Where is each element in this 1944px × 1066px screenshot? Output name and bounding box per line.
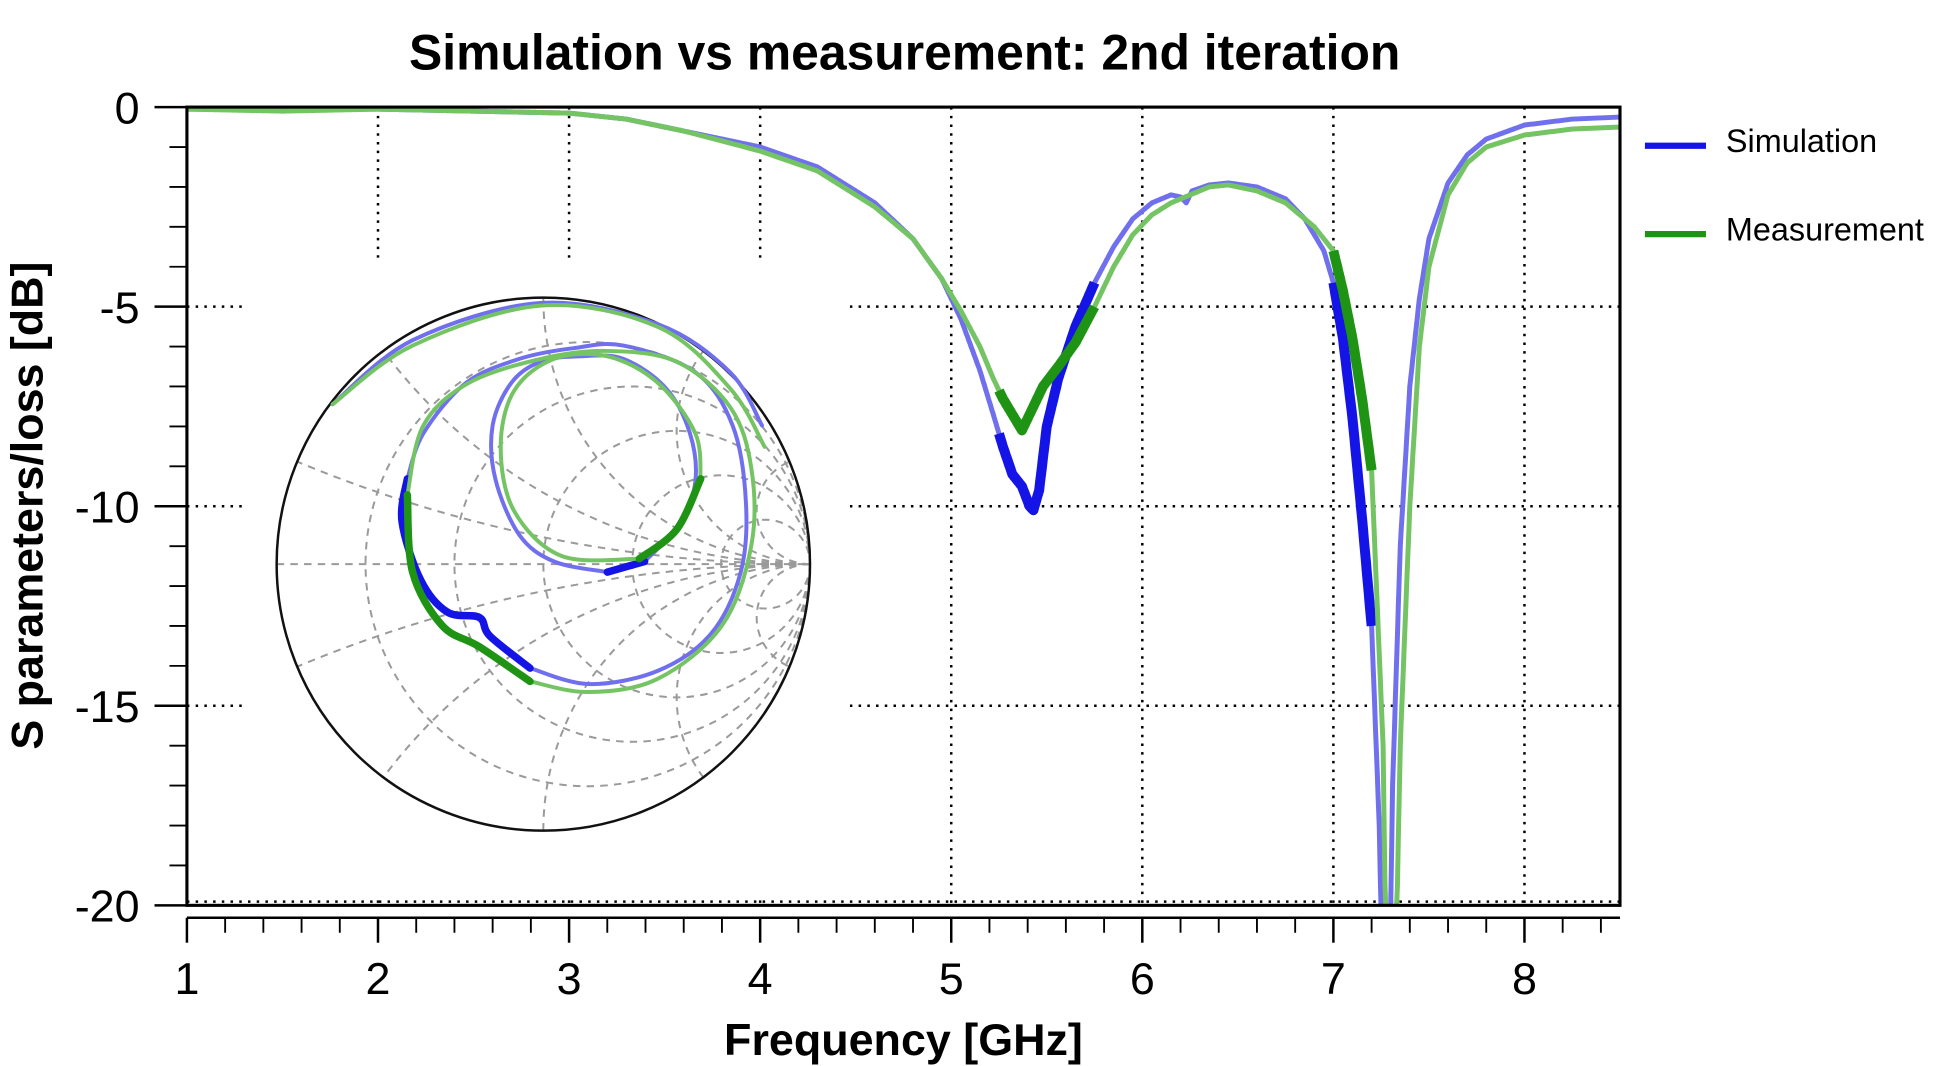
smith-trace-measurement (330, 303, 767, 449)
x-tick-label: 1 (174, 953, 199, 1004)
highlight-segment-measurement (1328, 249, 1377, 472)
smith-reactance-arc (675, 350, 811, 566)
x-tick-label: 8 (1512, 953, 1537, 1004)
y-tick-label: -15 (75, 681, 140, 732)
series-line-measurement (186, 107, 1620, 906)
legend: Simulation Measurement (1644, 123, 1924, 247)
legend-label-measurement: Measurement (1726, 211, 1924, 247)
highlight-segment-simulation (1328, 281, 1377, 627)
smith-reactance-arc (755, 460, 811, 566)
smith-reactance-arc (755, 563, 811, 668)
smith-reactance-arc (542, 563, 811, 831)
smith-reactance-arc (296, 563, 811, 668)
grid (186, 107, 1620, 906)
smith-trace-simulation-highlight (603, 557, 649, 576)
smith-trace-measurement (405, 348, 757, 695)
smith-reactance-arc (382, 350, 811, 566)
x-axis-label: Frequency [GHz] (724, 1014, 1083, 1065)
y-tick-label: -10 (75, 481, 140, 532)
y-tick-label: -5 (100, 282, 140, 333)
smith-trace-simulation-highlight (397, 475, 534, 672)
x-tick-label: 5 (939, 953, 964, 1004)
smith-reactance-arc (675, 563, 811, 778)
smith-trace-measurement-highlight (403, 491, 534, 686)
highlight-segment-simulation (994, 279, 1100, 516)
smith-chart-inset (275, 296, 812, 832)
smith-reactance-arc (296, 460, 811, 566)
x-tick-label: 6 (1130, 953, 1155, 1004)
y-tick-label: 0 (115, 82, 140, 133)
x-tick-label: 7 (1321, 953, 1346, 1004)
axes: 1 2 3 4 5 6 7 8 0 -5 -10 -15 -20 (75, 82, 1620, 1004)
smith-trace-simulation (405, 342, 749, 687)
legend-label-simulation: Simulation (1726, 123, 1877, 159)
x-tick-label: 4 (748, 953, 773, 1004)
x-tick-label: 3 (557, 953, 582, 1004)
highlight-segment-measurement (994, 303, 1099, 436)
smith-trace-measurement (498, 351, 703, 563)
chart-title: Simulation vs measurement: 2nd iteration (409, 25, 1400, 81)
y-axis-label: S parameters/loss [dB] (1, 262, 52, 750)
smith-trace-measurement-highlight (635, 475, 705, 563)
smith-outer-circle (275, 296, 812, 832)
x-tick-label: 2 (366, 953, 391, 1004)
y-tick-label: -20 (75, 881, 140, 932)
series-lines (186, 107, 1620, 906)
